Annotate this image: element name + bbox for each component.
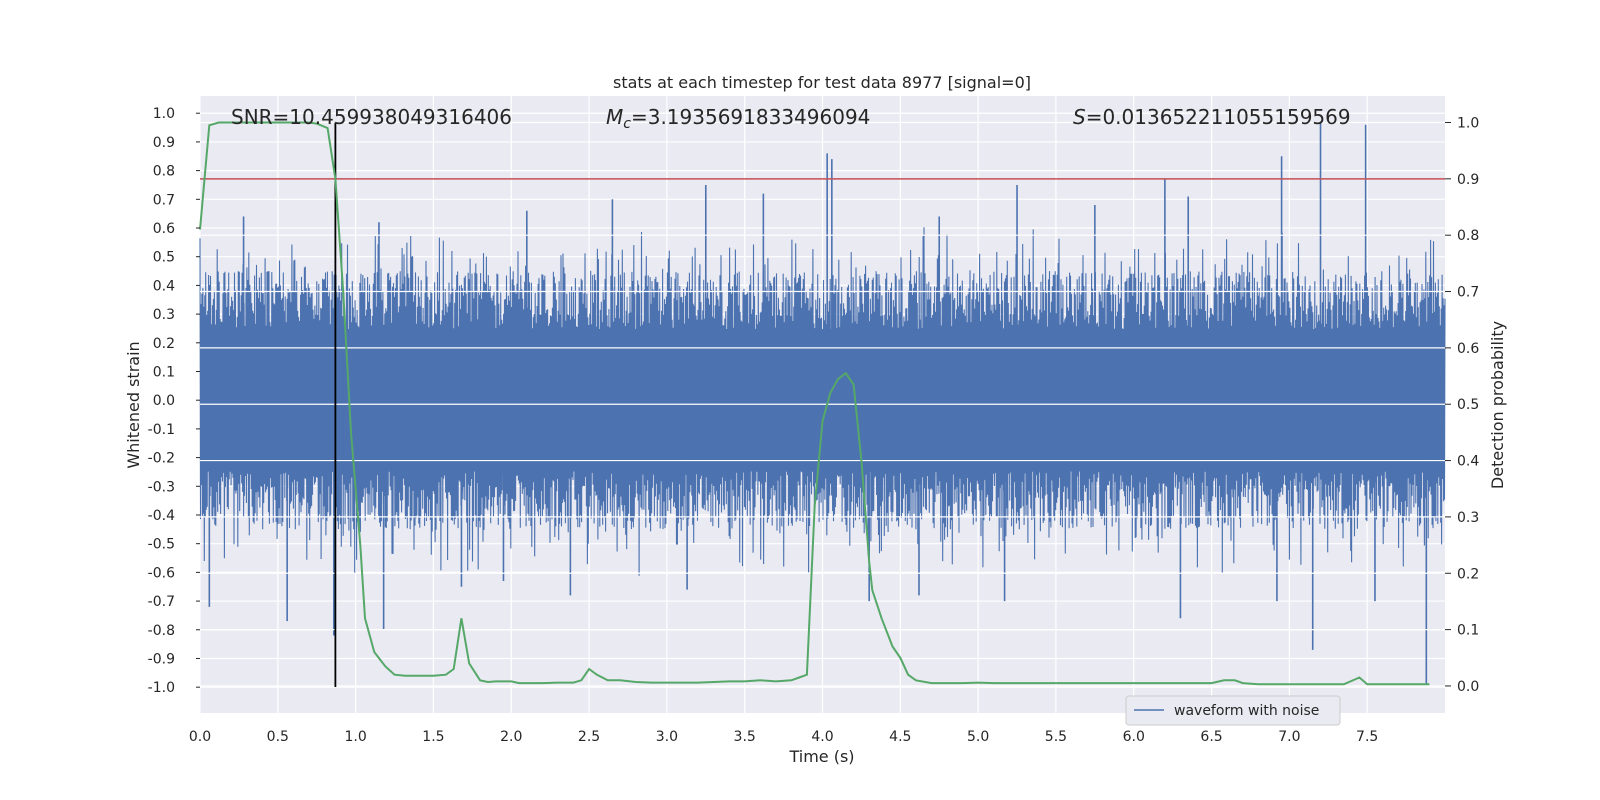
x-tick-label: 5.0 — [967, 729, 989, 745]
x-tick-label: 1.5 — [422, 729, 444, 745]
y-axis-label: Whitened strain — [124, 341, 143, 468]
legend-box — [1125, 695, 1341, 726]
x-tick-label: 2.0 — [500, 729, 522, 745]
y2-tick-label: 0.7 — [1457, 285, 1479, 301]
y-tick-label: 1.0 — [153, 106, 175, 122]
chirp-mass-value: =3.1935691833496094 — [631, 105, 870, 129]
y-tick-label: 0.3 — [153, 307, 175, 323]
y-tick-label: -0.2 — [148, 451, 175, 467]
x-tick-label: 5.5 — [1045, 729, 1067, 745]
y2-tick-label: 0.4 — [1457, 454, 1479, 470]
y2-tick-label: 0.1 — [1457, 623, 1479, 639]
detection-probability-line — [199, 121, 1430, 686]
y-tick-label: -0.1 — [148, 422, 175, 438]
y2-axis-label: Detection probability — [1488, 321, 1507, 489]
legend: waveform with noise — [1125, 695, 1341, 726]
y2-tick-label: 1.0 — [1457, 115, 1479, 131]
snr-annotation: SNR=10.459938049316406 — [231, 105, 512, 129]
y-tick-label: 0.4 — [153, 278, 175, 294]
x-tick-label: 7.0 — [1278, 729, 1300, 745]
chart-title: stats at each timestep for test data 897… — [613, 73, 1031, 92]
y-tick-label: 0.5 — [153, 250, 175, 266]
chirp-mass-symbol: M — [606, 105, 623, 129]
x-tick-label: 0.5 — [267, 729, 289, 745]
x-tick-label: 4.5 — [889, 729, 911, 745]
waveform-with-noise-series — [199, 121, 1446, 685]
y-tick-label: 0.8 — [153, 164, 175, 180]
y2-tick-label: 0.6 — [1457, 341, 1479, 357]
x-tick-label: 3.0 — [656, 729, 678, 745]
y-tick-label: -0.6 — [148, 565, 175, 581]
s-value: =0.013652211055159569 — [1086, 105, 1351, 129]
y-tick-label: 0.6 — [153, 221, 175, 237]
y-tick-label: 0.2 — [153, 336, 175, 352]
chirp-mass-subscript: c — [623, 116, 631, 132]
x-axis-label: Time (s) — [788, 747, 854, 766]
x-tick-label: 4.0 — [811, 729, 833, 745]
y2-tick-label: 0.8 — [1457, 228, 1479, 244]
x-tick-label: 7.5 — [1356, 729, 1378, 745]
y-tick-label: 0.7 — [153, 192, 175, 208]
y-tick-label: -0.5 — [148, 537, 175, 553]
s-symbol: S — [1073, 105, 1086, 129]
x-tick-label: 0.0 — [189, 729, 211, 745]
x-tick-label: 1.0 — [344, 729, 366, 745]
x-tick-label: 2.5 — [578, 729, 600, 745]
waveform-trace — [199, 227, 1446, 576]
y2-tick-label: 0.3 — [1457, 510, 1479, 526]
y-tick-label: -0.8 — [148, 623, 175, 639]
y-tick-label: -0.4 — [148, 508, 175, 524]
y-tick-label: 0.0 — [153, 393, 175, 409]
y-tick-label: 0.1 — [153, 364, 175, 380]
y-tick-label: -0.7 — [148, 594, 175, 610]
s-annotation: S=0.013652211055159569 — [1073, 105, 1351, 129]
y-tick-label: -0.9 — [148, 651, 175, 667]
y2-tick-label: 0.5 — [1457, 397, 1479, 413]
chirp-mass-annotation: Mc=3.1935691833496094 — [606, 105, 870, 132]
y-tick-label: -0.3 — [148, 479, 175, 495]
legend-label: waveform with noise — [1174, 703, 1319, 719]
x-tick-label: 6.0 — [1123, 729, 1145, 745]
probability-overlay — [199, 121, 1445, 687]
x-tick-label: 3.5 — [734, 729, 756, 745]
axis-ticks: 0.0 0.5 1.0 1.5 2.0 2.5 3.0 3.5 4.0 4.5 5.0 5.5 6.0 6… — [148, 106, 1480, 745]
y2-tick-label: 0.0 — [1457, 679, 1479, 695]
y-tick-label: 0.9 — [153, 135, 175, 151]
y-tick-label: -1.0 — [148, 680, 175, 696]
y2-tick-label: 0.9 — [1457, 172, 1479, 188]
x-tick-label: 6.5 — [1200, 729, 1222, 745]
y2-tick-label: 0.2 — [1457, 566, 1479, 582]
